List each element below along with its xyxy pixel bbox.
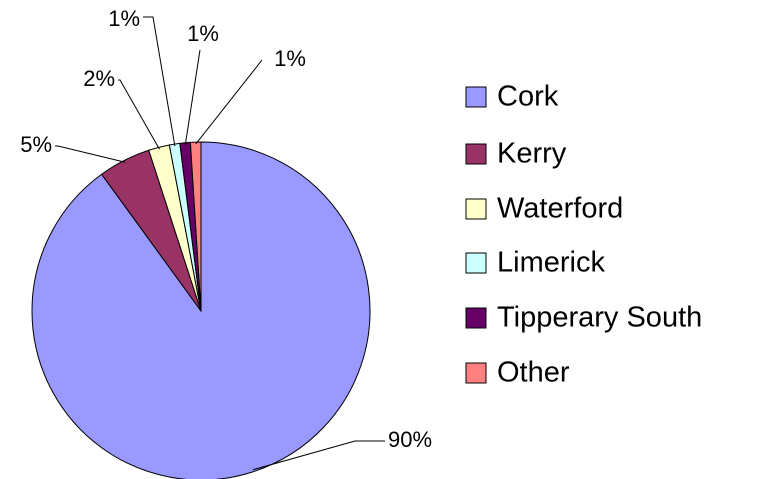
legend-swatch: [465, 307, 487, 329]
pie-slice: [31, 141, 371, 479]
legend-swatch: [465, 143, 487, 165]
legend-swatch: [465, 198, 487, 220]
legend-label: Tipperary South: [497, 302, 702, 334]
leader-line: [252, 440, 385, 471]
data-label: 2%: [83, 66, 115, 91]
leader-line: [143, 16, 176, 147]
data-label: 1%: [187, 21, 219, 46]
legend-label: Cork: [497, 81, 559, 113]
legend-swatch: [465, 252, 487, 274]
legend-swatch: [465, 362, 487, 384]
legend-swatch: [465, 86, 487, 108]
legend-label: Other: [497, 357, 570, 389]
pie-slice: [189, 141, 202, 312]
leader-line: [118, 79, 160, 150]
leader-line: [195, 59, 263, 145]
legend-label: Limerick: [497, 247, 605, 279]
data-label: 1%: [274, 46, 306, 71]
legend-label: Waterford: [497, 193, 623, 225]
leader-line: [55, 145, 126, 163]
data-label: 1%: [108, 6, 140, 31]
legend-label: Kerry: [497, 138, 567, 170]
data-label: 5%: [20, 132, 52, 157]
data-label: 90%: [388, 427, 432, 452]
leader-line: [184, 49, 201, 145]
